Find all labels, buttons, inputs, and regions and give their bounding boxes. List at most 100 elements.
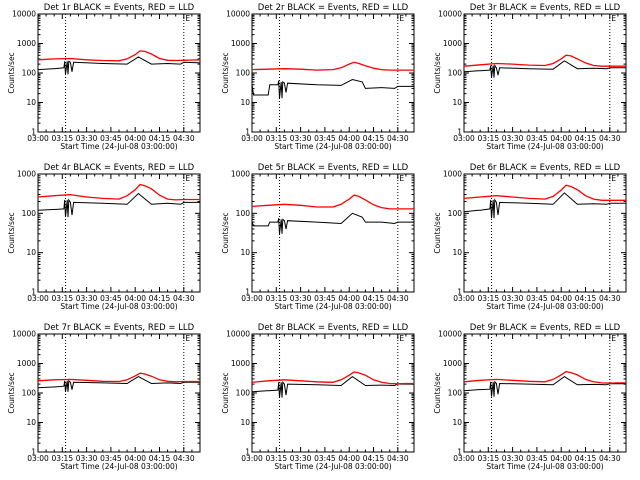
y-axis-label: Counts/sec: [433, 372, 442, 413]
series-events-line: [463, 375, 626, 397]
y-tick-label: 1: [31, 288, 36, 297]
x-tick-label: 04:00: [550, 294, 572, 303]
x-tick-label: 04:00: [338, 134, 360, 143]
y-tick-label: 1: [457, 288, 462, 297]
y-tick-label: 100: [448, 69, 463, 78]
x-tick-label: 04:00: [338, 454, 360, 463]
x-tick-label: 04:00: [550, 134, 572, 143]
y-tick-label: 1000: [17, 39, 36, 48]
panel-title: Det 9r BLACK = Events, RED = LLD: [470, 323, 621, 333]
x-axis-label: Start Time (24-Jul-08 03:00:00): [274, 462, 391, 471]
y-axis-label: Counts/sec: [7, 372, 16, 413]
y-tick-label: 100: [236, 389, 251, 398]
y-tick-label: 1: [457, 448, 462, 457]
y-tick-label: 10000: [438, 10, 462, 19]
x-tick-label: 04:30: [387, 454, 409, 463]
panel-title: Det 6r BLACK = Events, RED = LLD: [470, 163, 621, 173]
y-tick-label: 1000: [443, 359, 462, 368]
y-tick-label: 1: [31, 448, 36, 457]
x-tick-label: 04:15: [363, 294, 385, 303]
x-tick-label: 03:45: [314, 294, 336, 303]
y-tick-label: 1000: [17, 359, 36, 368]
y-tick-label: 10: [240, 98, 250, 107]
y-tick-label: 10: [452, 248, 462, 257]
plot-frame: [37, 333, 201, 453]
y-tick-label: 1000: [231, 170, 250, 179]
x-tick-label: 03:15: [265, 294, 287, 303]
x-tick-label: 03:30: [290, 294, 312, 303]
x-tick-label: 03:00: [27, 134, 49, 143]
y-tick-label: 10000: [12, 330, 36, 339]
x-tick-label: 03:30: [502, 134, 524, 143]
x-tick-label: 03:00: [27, 454, 49, 463]
y-tick-label: 10: [240, 248, 250, 257]
x-tick-label: 03:15: [51, 454, 73, 463]
corner-mark: E: [185, 334, 190, 343]
series-lld-line: [37, 50, 201, 62]
panel-title: Det 1r BLACK = Events, RED = LLD: [44, 3, 195, 13]
corner-mark: E: [399, 334, 404, 343]
x-tick-label: 04:00: [550, 454, 572, 463]
x-axis-label: Start Time (24-Jul-08 03:00:00): [486, 302, 603, 311]
series-events-line: [463, 192, 626, 219]
series-lld-line: [37, 372, 200, 383]
y-tick-label: 10000: [12, 10, 36, 19]
y-tick-label: 1: [245, 288, 250, 297]
x-tick-label: 03:00: [241, 294, 263, 303]
x-axis-label: Start Time (24-Jul-08 03:00:00): [60, 462, 177, 471]
y-tick-label: 10000: [226, 10, 250, 19]
plot-frame: [37, 173, 201, 293]
x-tick-label: 04:00: [124, 294, 146, 303]
corner-mark: E: [185, 174, 190, 183]
x-tick-label: 04:00: [124, 134, 146, 143]
x-tick-label: 03:30: [502, 454, 524, 463]
panel-title: Det 3r BLACK = Events, RED = LLD: [470, 3, 621, 13]
panel-title: Det 7r BLACK = Events, RED = LLD: [44, 323, 195, 333]
y-tick-label: 1000: [443, 170, 462, 179]
y-tick-label: 100: [22, 69, 37, 78]
x-tick-label: 04:15: [363, 454, 385, 463]
y-tick-label: 10: [452, 418, 462, 427]
y-axis-label: Counts/sec: [7, 52, 16, 93]
x-tick-label: 03:00: [241, 454, 263, 463]
y-tick-label: 100: [22, 209, 37, 218]
x-tick-label: 04:15: [363, 134, 385, 143]
y-tick-label: 10: [26, 98, 36, 107]
x-tick-label: 03:15: [265, 454, 287, 463]
panel-title: Det 2r BLACK = Events, RED = LLD: [258, 3, 409, 13]
x-tick-label: 03:15: [477, 134, 499, 143]
x-tick-label: 03:00: [453, 454, 475, 463]
y-axis-label: Counts/sec: [433, 52, 442, 93]
x-tick-label: 04:15: [575, 294, 597, 303]
plot-frame: [37, 13, 201, 133]
series-lld-line: [251, 194, 414, 210]
y-tick-label: 1000: [17, 170, 36, 179]
y-axis-label: Counts/sec: [221, 372, 230, 413]
x-tick-label: 04:30: [173, 294, 195, 303]
x-tick-label: 03:15: [51, 294, 73, 303]
x-tick-label: 04:15: [149, 134, 171, 143]
y-tick-label: 1: [31, 128, 36, 137]
x-tick-label: 03:45: [314, 134, 336, 143]
x-tick-label: 03:00: [453, 134, 475, 143]
series-lld-line: [463, 370, 626, 384]
x-tick-label: 03:30: [76, 294, 98, 303]
y-axis-label: Counts/sec: [433, 212, 442, 253]
series-lld-line: [463, 184, 626, 201]
series-events-line: [251, 212, 414, 234]
y-axis-label: Counts/sec: [7, 212, 16, 253]
y-tick-label: 100: [236, 69, 251, 78]
plot-frame: [251, 333, 415, 453]
y-tick-label: 1: [245, 128, 250, 137]
y-tick-label: 1000: [443, 39, 462, 48]
x-tick-label: 04:15: [575, 454, 597, 463]
x-tick-label: 04:30: [173, 454, 195, 463]
